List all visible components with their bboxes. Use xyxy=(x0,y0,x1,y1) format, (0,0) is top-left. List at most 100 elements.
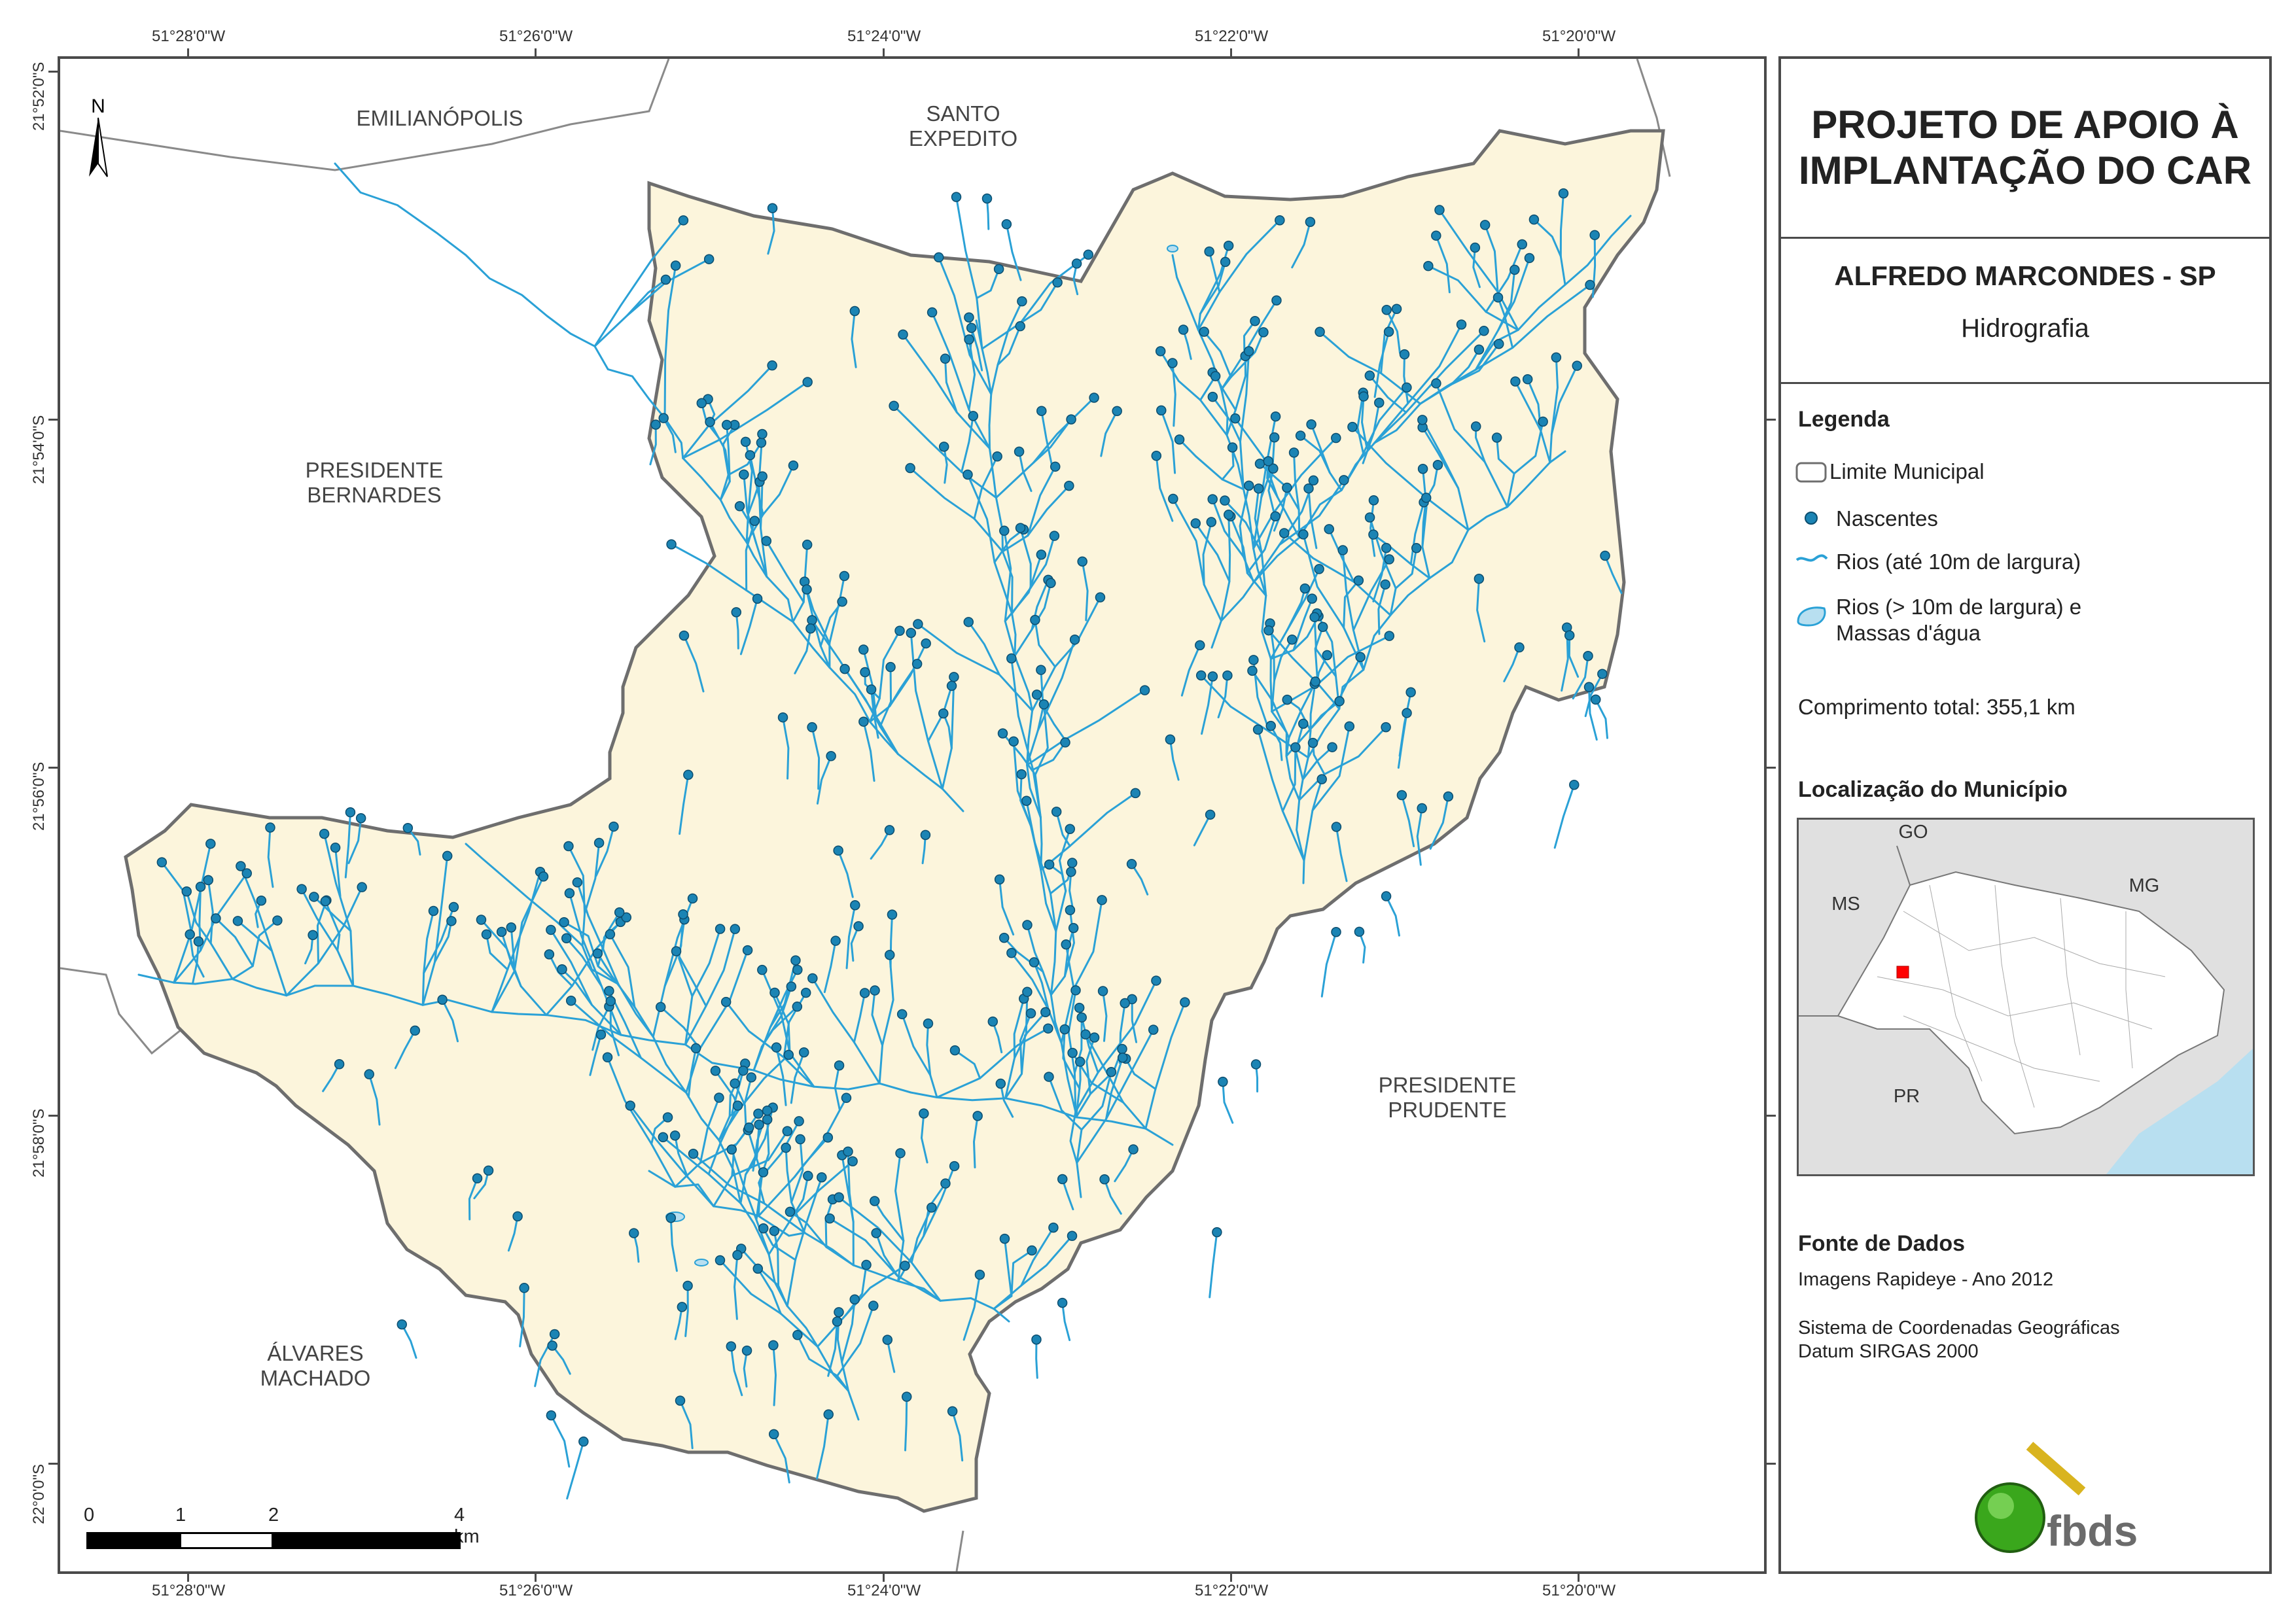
lon-label-bottom-1: 51°28'0"W xyxy=(152,1582,226,1599)
river-segment xyxy=(699,1096,720,1164)
river-segment xyxy=(845,904,857,969)
spring-point xyxy=(1049,531,1060,541)
river-segment xyxy=(1019,773,1032,827)
spring-point xyxy=(1286,634,1298,645)
spring-point xyxy=(595,1029,607,1040)
river-segment xyxy=(1419,343,1500,405)
river-segment xyxy=(595,826,615,877)
river-segment xyxy=(1178,438,1245,491)
spring-point xyxy=(481,929,492,940)
river-segment xyxy=(1584,672,1604,718)
spring-point xyxy=(538,871,549,882)
river-segment xyxy=(1267,467,1275,514)
river-segment xyxy=(1335,826,1348,882)
river-segment xyxy=(1397,712,1408,769)
river-segment xyxy=(735,611,739,650)
spring-point xyxy=(817,1172,827,1183)
spring-point xyxy=(1250,316,1260,326)
spring-point xyxy=(758,1223,769,1234)
spring-point xyxy=(1151,451,1162,461)
river-segment xyxy=(1169,738,1180,781)
river-segment xyxy=(1061,1302,1071,1342)
spring-point xyxy=(738,1065,749,1076)
river-segment xyxy=(1211,498,1255,584)
spring-point xyxy=(1077,556,1087,567)
spring-point xyxy=(621,912,632,923)
river-segment xyxy=(650,1116,669,1145)
spring-point xyxy=(437,994,448,1005)
spring-point xyxy=(761,536,772,546)
river-segment xyxy=(207,879,214,945)
river-segment xyxy=(943,445,948,484)
river-segment xyxy=(773,1230,788,1308)
river-segment xyxy=(300,888,339,952)
spring-point xyxy=(1167,358,1178,368)
spring-point xyxy=(777,712,788,723)
spring-point xyxy=(1368,495,1379,506)
river-segment xyxy=(687,1047,698,1098)
spring-point xyxy=(658,1132,669,1143)
river-segment xyxy=(550,928,622,1036)
spring-point xyxy=(1117,1043,1127,1055)
river-segment xyxy=(1074,979,1157,1113)
spring-point xyxy=(506,922,517,933)
river-segment xyxy=(1055,811,1071,847)
river-segment xyxy=(1005,223,1022,281)
river-segment xyxy=(669,1217,678,1272)
spring-point xyxy=(1470,421,1481,432)
spring-point xyxy=(572,877,583,888)
spring-point xyxy=(1230,413,1241,424)
spring-point xyxy=(1299,583,1311,594)
spring-point xyxy=(853,921,864,932)
spring-point xyxy=(1307,593,1317,604)
spring-point xyxy=(730,1078,740,1089)
spring-point xyxy=(1218,1076,1228,1087)
municipality-boundary[interactable] xyxy=(124,129,1665,1513)
spring-point xyxy=(741,1345,752,1356)
river-segment xyxy=(1172,497,1222,622)
map-canvas[interactable]: N xyxy=(60,59,1764,1571)
spring-point xyxy=(807,615,817,625)
river-segment xyxy=(739,505,758,544)
spring-point xyxy=(1089,393,1099,403)
river-segment xyxy=(1200,674,1309,759)
spring-point xyxy=(1381,722,1391,733)
spring-point xyxy=(1165,734,1176,745)
river-segment xyxy=(1358,930,1366,964)
spring-point xyxy=(1405,687,1416,698)
lon-label-bottom-2: 51°26'0"W xyxy=(499,1582,573,1599)
river-segment xyxy=(1180,644,1201,697)
spring-point xyxy=(1396,790,1407,801)
river-segment xyxy=(941,676,955,790)
river-segment xyxy=(1343,579,1360,629)
spring-point xyxy=(1050,461,1061,472)
river-segment xyxy=(953,1049,981,1079)
spring-point xyxy=(483,1165,494,1176)
sources-crs: Sistema de Coordenadas Geográficas xyxy=(1798,1318,2120,1338)
river-segment xyxy=(1273,486,1288,532)
spring-point xyxy=(802,584,812,595)
spring-point xyxy=(1195,640,1205,651)
spring-point xyxy=(205,839,216,849)
spring-point xyxy=(997,728,1008,739)
spring-point xyxy=(156,857,168,867)
river-segment xyxy=(745,519,756,591)
spring-point xyxy=(330,843,341,853)
river-segment xyxy=(565,937,603,988)
spring-point xyxy=(402,823,414,833)
river-segment xyxy=(1429,795,1449,850)
spring-point xyxy=(938,442,949,452)
river-segment xyxy=(1559,192,1566,286)
map-frame[interactable]: N EMILIANÓPOLIS SANTO EXPEDITO PRESIDENT… xyxy=(58,56,1767,1574)
river-segment xyxy=(841,1298,856,1363)
spring-point xyxy=(805,623,816,634)
spring-point xyxy=(782,1126,793,1136)
river-segment xyxy=(368,1073,381,1126)
spring-point xyxy=(998,932,1010,943)
river-segment xyxy=(1313,616,1341,710)
spring-point xyxy=(1174,434,1185,445)
river-segment xyxy=(1201,675,1214,735)
spring-point xyxy=(769,1225,780,1236)
river-segment xyxy=(1031,596,1101,712)
spring-point xyxy=(1354,926,1365,937)
